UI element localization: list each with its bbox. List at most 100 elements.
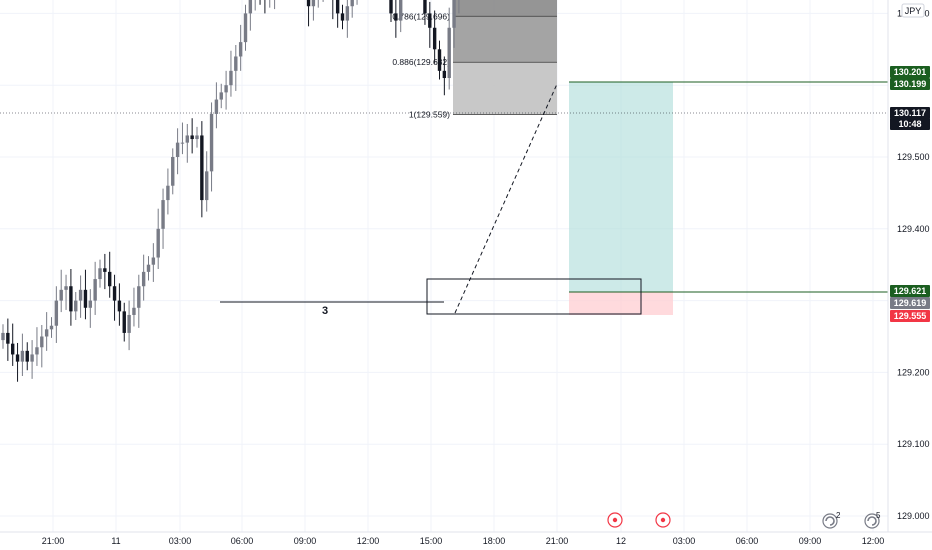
candle-body — [205, 171, 209, 201]
price-tag — [890, 310, 930, 322]
candle-body — [195, 135, 199, 140]
candle-body — [146, 264, 151, 272]
candle-body — [229, 70, 233, 86]
candle-body — [40, 336, 44, 348]
candle-body — [442, 70, 447, 79]
fib-zone — [453, 16, 557, 63]
candles — [1, 0, 460, 382]
candle-body — [44, 329, 49, 337]
time-tick-label: 21:00 — [42, 536, 65, 546]
candle-body — [156, 228, 160, 258]
grid — [0, 0, 888, 532]
time-tick-label: 12:00 — [862, 536, 885, 546]
price-tick-label: 129.000 — [897, 511, 930, 521]
price-tag-label: 10:48 — [898, 119, 921, 129]
time-tick-label: 09:00 — [294, 536, 317, 546]
event-badge-count: 2 — [836, 511, 841, 520]
event-badge-count: 5 — [876, 511, 881, 520]
price-tag-label: 129.555 — [894, 311, 927, 321]
candle-body — [98, 268, 102, 280]
candle-body — [200, 135, 204, 201]
candle-body — [1, 332, 5, 341]
price-tag — [890, 78, 930, 90]
candle-body — [88, 300, 92, 308]
candle-body — [6, 332, 10, 344]
time-tick-label: 06:00 — [736, 536, 759, 546]
candle-body — [49, 325, 54, 330]
candle-body — [224, 85, 228, 93]
price-tag-label: 129.621 — [894, 286, 927, 296]
candle-body — [127, 314, 131, 333]
price-tick-label: 129.200 — [897, 367, 930, 377]
candle-body — [399, 0, 403, 21]
candle-body — [234, 56, 238, 71]
event-marker-3[interactable]: 2 — [822, 511, 841, 529]
long-position-profit-zone[interactable] — [569, 82, 673, 292]
candle-body — [83, 289, 88, 308]
event-marker-1[interactable] — [607, 512, 623, 528]
time-axis[interactable] — [0, 532, 932, 550]
price-tick-label: 129.500 — [897, 152, 930, 162]
time-tick-label: 15:00 — [420, 536, 443, 546]
candle-body — [15, 354, 20, 362]
candle-body — [311, 0, 316, 7]
fib-zone — [453, 62, 557, 115]
candle-body — [112, 286, 117, 301]
long-position-loss-zone[interactable] — [569, 292, 673, 315]
candle-body — [64, 286, 68, 290]
candle-body — [35, 347, 39, 355]
candle-body — [180, 142, 185, 144]
candle-body — [190, 135, 194, 140]
candle-body — [132, 307, 136, 315]
fib-level-label: 1(129.559) — [409, 110, 450, 120]
time-tick-label: 09:00 — [799, 536, 822, 546]
candle-body — [345, 6, 350, 21]
candle-body — [340, 13, 345, 21]
candle-body — [175, 142, 180, 157]
candle-body — [171, 157, 175, 186]
time-tick-label: 06:00 — [231, 536, 254, 546]
candle-body — [74, 300, 78, 312]
time-tick-label: 03:00 — [169, 536, 192, 546]
candle-body — [437, 49, 442, 71]
time-tick-label: 21:00 — [546, 536, 569, 546]
range-rectangle[interactable] — [426, 278, 642, 315]
candle-body — [219, 92, 223, 100]
candle-body — [243, 13, 248, 43]
candle-body — [54, 300, 59, 326]
candle-body — [428, 13, 432, 28]
candle-body — [447, 27, 451, 79]
currency-badge[interactable] — [901, 3, 925, 18]
time-axis-labels: 21:00 11 03:00 06:00 09:00 12:00 15:00 18:00 21:… — [42, 536, 885, 546]
candle-body — [166, 185, 170, 201]
fib-level-label: 0.786(129.696) — [392, 11, 450, 21]
candle-body — [161, 200, 165, 229]
candle-body — [335, 0, 340, 14]
event-marker-4[interactable]: 5 — [864, 511, 881, 529]
candle-body — [248, 0, 253, 14]
candle-body — [306, 0, 311, 7]
candle-body — [117, 300, 122, 312]
fib-zone — [453, 0, 557, 17]
candle-body — [93, 279, 97, 301]
price-tag — [890, 118, 930, 130]
candle-body — [20, 350, 25, 362]
candle-body — [432, 27, 437, 50]
price-tag-label: 130.117 — [894, 108, 926, 118]
candle-body — [78, 289, 83, 301]
candle-body — [394, 13, 398, 21]
event-marker-2[interactable] — [655, 512, 671, 528]
candle-body — [108, 271, 112, 287]
annotation-label: 3 — [322, 305, 328, 317]
price-tag-label: 130.201 — [894, 67, 927, 77]
candle-body — [209, 113, 214, 172]
price-tag — [890, 66, 930, 78]
candle-body — [214, 99, 219, 114]
price-tag-label: 130.199 — [894, 79, 927, 89]
candle-body — [59, 289, 63, 301]
candle-body — [423, 0, 427, 14]
time-tick-label: 11 — [111, 536, 120, 546]
fib-retracement-tool[interactable]: 0(130.201)0.5(129.880)0.71(129.745)0.786… — [392, 0, 557, 120]
candle-body — [141, 271, 146, 287]
